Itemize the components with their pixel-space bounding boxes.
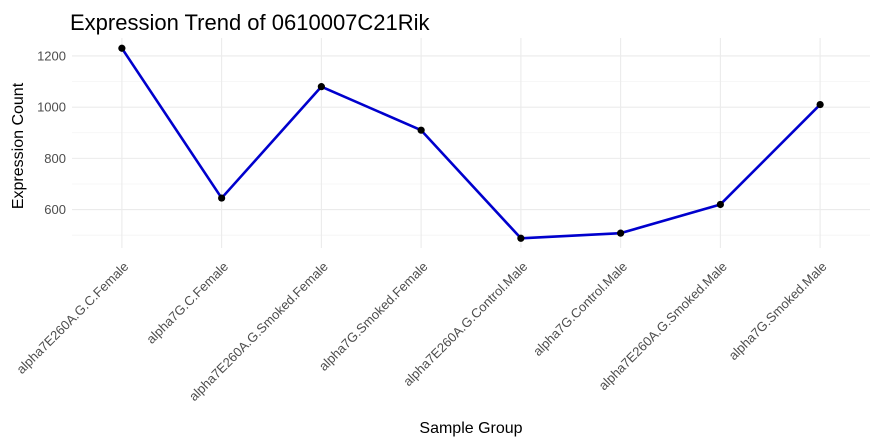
- data-point: [218, 194, 226, 202]
- x-tick-label: alpha7G.Smoked.Female: [316, 259, 431, 374]
- data-point: [716, 200, 724, 209]
- y-tick-label: 1000: [37, 100, 66, 115]
- data-point: [317, 83, 325, 91]
- x-tick-label: alpha7G.Control.Male: [530, 259, 630, 359]
- series-line: [120, 47, 822, 240]
- chart-title: Expression Trend of 0610007C21Rik: [70, 10, 431, 35]
- data-point: [816, 100, 824, 109]
- data-point: [617, 229, 625, 237]
- x-axis-ticks: alpha7E260A.G.C.Female alpha7G.C.Female al…: [13, 259, 829, 404]
- y-tick-label: 1200: [37, 48, 66, 63]
- data-point: [118, 44, 126, 52]
- gridlines: [72, 38, 870, 248]
- series-group: [118, 44, 824, 242]
- data-point: [517, 234, 525, 242]
- y-tick-label: 800: [44, 151, 66, 166]
- x-tick-label: alpha7G.C.Female: [143, 259, 231, 347]
- x-tick-label: alpha7G.Smoked.Male: [725, 259, 829, 363]
- x-tick-label: alpha7E260A.G.C.Female: [13, 259, 131, 377]
- x-axis-title: Sample Group: [419, 420, 522, 437]
- y-tick-label: 600: [44, 202, 66, 217]
- y-axis-title: Expression Count: [10, 82, 27, 209]
- y-axis-ticks: 600 800 1000 1200: [37, 48, 66, 217]
- data-point: [417, 126, 425, 134]
